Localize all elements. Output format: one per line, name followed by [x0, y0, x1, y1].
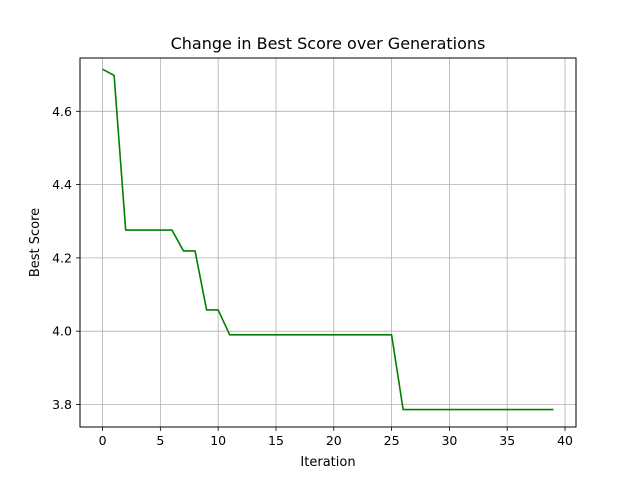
y-tick-label: 4.0 — [52, 324, 72, 339]
y-tick-label: 4.6 — [52, 104, 72, 119]
x-tick-label: 25 — [384, 433, 400, 448]
x-tick-label: 35 — [499, 433, 515, 448]
x-tick-label: 30 — [441, 433, 457, 448]
x-tick-label: 5 — [156, 433, 164, 448]
y-tick-label: 3.8 — [52, 397, 72, 412]
plot-frame — [79, 57, 577, 428]
y-axis-label: Best Score — [28, 208, 43, 277]
y-tick-label: 4.4 — [52, 177, 72, 192]
ticks: 0 5 10 15 20 25 30 35 40 3.8 4.0 4.2 4.4 4.6 — [52, 104, 573, 448]
x-tick-label: 0 — [99, 433, 107, 448]
series-line — [102, 68, 554, 411]
grid — [80, 58, 576, 427]
chart-title: Change in Best Score over Generations — [171, 34, 486, 53]
x-tick-label: 15 — [268, 433, 284, 448]
x-tick-label: 40 — [557, 433, 573, 448]
series-layer — [102, 68, 554, 411]
x-tick-label: 20 — [326, 433, 342, 448]
y-tick-label: 4.2 — [52, 250, 72, 265]
x-tick-label: 10 — [210, 433, 226, 448]
x-axis-label: Iteration — [300, 455, 355, 470]
